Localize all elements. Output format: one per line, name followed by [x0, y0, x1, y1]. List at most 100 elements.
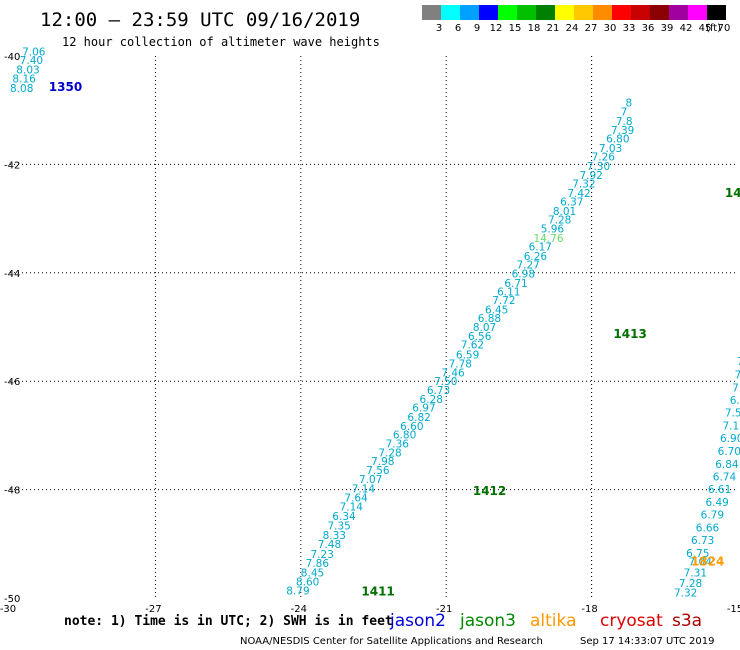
wave-height-point: 7.36	[386, 438, 410, 450]
axis-ticks: -30 -27 -24 -21 -18 -15 -40 -42 -44 -46 -48 -50	[0, 52, 740, 615]
wave-height-point: 7.7	[737, 356, 740, 368]
lat-tick-label: -50	[4, 594, 20, 605]
wave-height-point: 7.14	[340, 502, 364, 514]
wave-height-point: 8.60	[296, 577, 319, 589]
wave-height-point: 6.45	[485, 304, 508, 316]
wave-height-point: 6.70	[718, 446, 740, 458]
wave-height-point: 5.96	[541, 224, 565, 236]
legend-label: 27	[585, 23, 598, 34]
wave-height-point: 6.11	[497, 287, 520, 299]
page-subtitle: 12 hour collection of altimeter wave hei…	[62, 35, 380, 49]
wave-height-point: 6.61	[708, 484, 731, 496]
wave-height-point: 7.07	[359, 474, 382, 486]
wave-height-point: 7.08	[732, 382, 740, 394]
wave-height-point: 7.14	[352, 483, 376, 495]
legend-label: 3	[436, 23, 442, 34]
wave-height-point: 7.46	[441, 367, 465, 379]
legend-label: 33	[623, 23, 636, 34]
wave-height-point: 7.72	[492, 295, 515, 307]
legend-swatch	[536, 5, 555, 20]
wave-height-point: 7.06	[22, 46, 46, 58]
wave-height-point: 7.62	[461, 340, 484, 352]
credit-text: NOAA/NESDIS Center for Satellite Applica…	[240, 636, 543, 647]
legend-label: 6	[455, 23, 461, 34]
legend-label: 36	[642, 23, 655, 34]
legend-swatch	[479, 5, 498, 20]
legend-swatch	[631, 5, 650, 20]
wave-height-point: 8.08	[10, 83, 33, 95]
legend-swatch	[422, 5, 441, 20]
satellite-label: jason2	[389, 611, 446, 631]
lat-tick-label: -44	[4, 269, 20, 280]
timestamp-text: Sep 17 14:33:07 UTC 2019	[580, 636, 714, 647]
lon-tick-label: -24	[291, 604, 307, 615]
legend-swatch	[707, 5, 726, 20]
wave-height-point: 8.33	[323, 530, 346, 542]
wave-height-point: 7.8	[616, 116, 633, 128]
wave-height-point: 7.28	[548, 214, 571, 226]
wave-height-point: 7.35	[327, 521, 350, 533]
lon-tick-label: -30	[0, 604, 16, 615]
wave-height-point: 8	[626, 97, 633, 109]
legend-label: 45	[699, 23, 712, 34]
wave-height-point: 7.56	[366, 465, 390, 477]
wave-height-point: 6.84	[715, 459, 739, 471]
wave-height-point: 6.82	[407, 412, 430, 424]
lat-tick-label: -46	[4, 377, 20, 388]
wave-height-point: 6.56	[468, 331, 492, 343]
legend-label: 18	[528, 23, 541, 34]
wave-height-point: 6.66	[696, 522, 720, 534]
wave-height-point: 14.76	[533, 233, 563, 245]
satellite-label: s3a	[672, 611, 702, 631]
wave-height-point: 7.92	[579, 170, 602, 182]
wave-height-point: 7.42	[567, 188, 590, 200]
legend-swatch	[612, 5, 631, 20]
wave-height-values: 7.067.408.038.168.08 8.798.608.457.867.23…	[10, 46, 740, 599]
wave-height-point: 8.45	[301, 567, 324, 579]
wave-height-point: 7.78	[449, 359, 472, 371]
wave-height-point: 6.71	[504, 278, 527, 290]
wave-height-point: 8.16	[12, 74, 36, 86]
wave-height-point: 6.17	[529, 242, 552, 254]
legend-swatch	[650, 5, 669, 20]
legend-label: 39	[661, 23, 674, 34]
page-title: 12:00 – 23:59 UTC 09/16/2019	[40, 9, 360, 31]
legend-unit: (ft)	[706, 23, 721, 34]
legend-label: 70	[718, 23, 731, 34]
wave-height-point: 7.30	[587, 161, 610, 173]
wave-height-point: 6.79	[701, 509, 724, 521]
wave-height-point: 7.31	[684, 567, 707, 579]
pass-labels: 1350 1411 1412 1413 1414 1824	[49, 80, 740, 598]
wave-height-point: 7.23	[310, 549, 333, 561]
legend-label: 42	[680, 23, 693, 34]
legend-label: 15	[509, 23, 522, 34]
wave-height-point: 7.39	[611, 125, 634, 137]
legend-swatch	[669, 5, 688, 20]
legend-swatch	[555, 5, 574, 20]
wave-height-point: 7	[621, 107, 628, 119]
wave-height-point: 8.79	[286, 586, 309, 598]
wave-height-point: 6.49	[705, 497, 728, 509]
wave-height-point: 6.98	[512, 269, 535, 281]
legend-label: 24	[566, 23, 579, 34]
satellite-label: altika	[530, 611, 577, 631]
legend-swatch	[688, 5, 707, 20]
pass-number-label: 1411	[361, 584, 394, 598]
wave-height-point: 6.75	[686, 548, 709, 560]
wave-height-point: 6.80	[606, 134, 629, 146]
color-legend: 3 6 9 12 15 18 21 24 27 30 33 36 39 42 45 70	[422, 5, 730, 34]
wave-height-point: 6.59	[456, 349, 479, 361]
wave-height-point: 7.11	[722, 420, 740, 432]
wave-height-point: 6.60	[400, 421, 423, 433]
wave-height-point: 7.04	[689, 556, 713, 568]
lat-tick-label: -40	[4, 52, 20, 63]
satellite-legend: jason2 jason3 altika cryosat s3a	[389, 611, 702, 631]
lon-tick-label: -15	[727, 604, 740, 615]
wave-height-point: 6.26	[524, 251, 548, 263]
wave-height-point: 7.40	[20, 55, 43, 67]
wave-height-point: 7.28	[679, 578, 702, 590]
pass-number-label: 1350	[49, 80, 82, 94]
lat-tick-label: -42	[4, 160, 20, 171]
wave-height-point: 6.90	[720, 433, 740, 445]
wave-height-point: 7.64	[344, 493, 368, 505]
